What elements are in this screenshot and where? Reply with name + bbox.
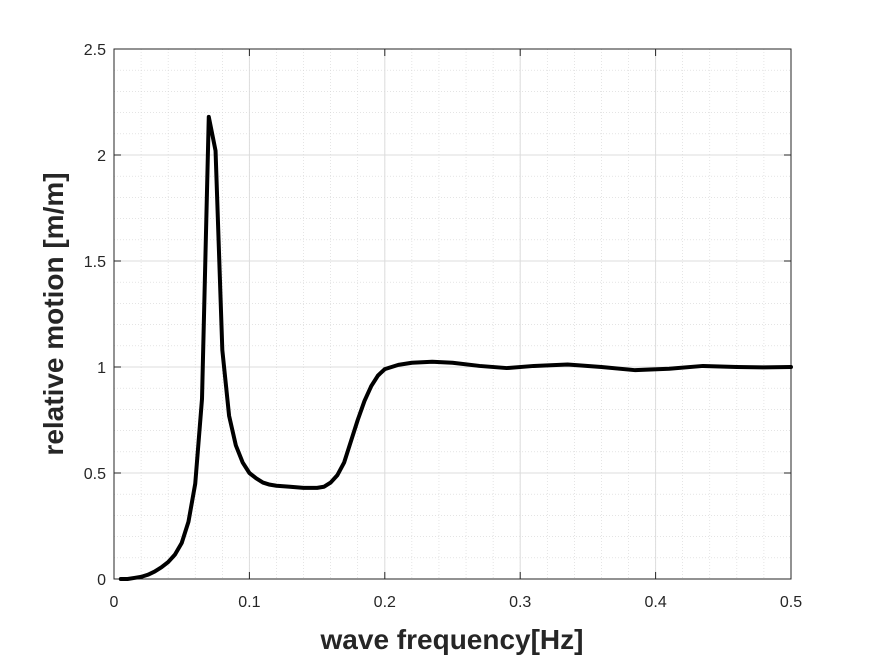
x-axis-label: wave frequency[Hz] [320,624,584,655]
series-line [118,114,793,581]
x-tick-label: 0.3 [509,594,531,611]
x-tick-label: 0 [110,594,119,611]
axis-ticks [113,48,792,580]
x-tick-label: 0.2 [374,594,396,611]
y-tick-label: 1.5 [84,254,106,271]
y-tick-labels: 0 0.5 1 1.5 2 2.5 [84,42,106,589]
y-tick-label: 2.5 [84,42,106,59]
x-tick-label: 0.4 [644,594,666,611]
y-axis-label: relative motion [m/m] [38,172,69,455]
plot-background [114,49,791,579]
y-tick-label: 0.5 [84,466,106,483]
x-tick-label: 0.1 [238,594,260,611]
plot-frame [113,48,792,580]
y-tick-label: 2 [97,148,106,165]
x-tick-labels: 0 0.1 0.2 0.3 0.4 0.5 [110,594,803,611]
x-tick-label: 0.5 [780,594,802,611]
y-tick-label: 1 [97,360,106,377]
y-tick-label: 0 [97,572,106,589]
